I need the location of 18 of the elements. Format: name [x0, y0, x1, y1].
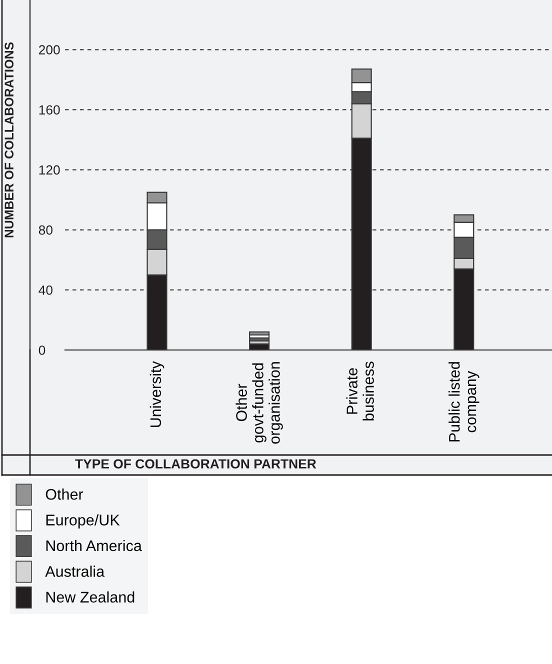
legend-label: Australia — [45, 566, 105, 577]
x-tick-label: University — [150, 361, 164, 427]
x-tick-label: Public listed company — [448, 362, 480, 442]
x-tick-label: Other govt-funded organisation — [236, 362, 283, 444]
legend-label: Europe/UK — [46, 514, 120, 528]
x-tick-label: Private business — [346, 362, 374, 420]
y-tick-label: 200 — [38, 45, 60, 54]
bar — [249, 331, 270, 336]
y-tick-label: 0 — [38, 346, 46, 355]
legend-label: Other — [46, 488, 84, 500]
y-tick-label: 160 — [39, 105, 60, 115]
legend-label: New Zealand — [46, 591, 134, 603]
y-tick-label: 80 — [38, 225, 52, 235]
x-axis-title: TYPE OF COLLABORATION PARTNER — [75, 459, 316, 469]
y-axis-title: NUMBER OF COLLABORATIONS — [4, 42, 14, 238]
y-tick-label: 40 — [38, 285, 52, 295]
legend-label: North America — [46, 540, 142, 552]
y-tick-label: 120 — [39, 165, 60, 175]
